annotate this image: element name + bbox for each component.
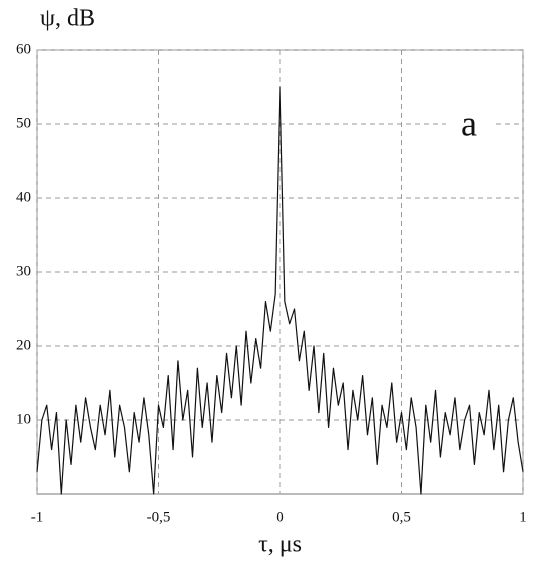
- x-tick-label: 0,5: [392, 509, 411, 525]
- x-tick-label: 0: [276, 509, 284, 525]
- y-tick-label: 60: [16, 41, 31, 57]
- y-tick-label: 40: [16, 189, 31, 205]
- x-axis-label: τ, μs: [258, 532, 302, 558]
- y-tick-label: 20: [16, 337, 31, 353]
- annotation: a: [461, 103, 477, 143]
- data-line: [36, 86, 524, 495]
- annotation-box: [446, 100, 492, 152]
- x-tick-label: 1: [519, 509, 527, 525]
- y-axis-label: ψ, dB: [40, 6, 95, 32]
- y-tick-label: 10: [16, 411, 31, 427]
- y-tick-label: 30: [16, 263, 31, 279]
- x-tick-label: -1: [31, 509, 44, 525]
- y-tick-label: 50: [16, 115, 31, 131]
- x-tick-label: -0,5: [147, 509, 171, 525]
